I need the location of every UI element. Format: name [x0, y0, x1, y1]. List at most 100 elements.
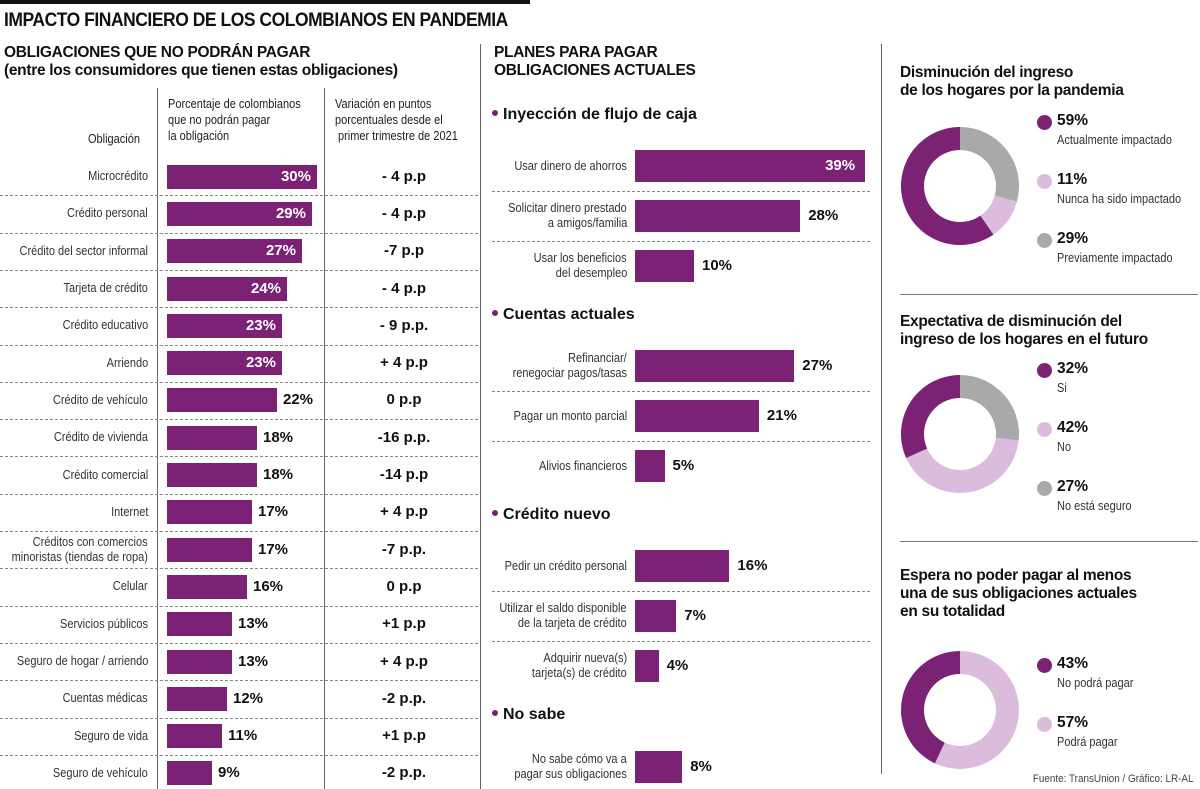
- obligation-label: Crédito personal: [67, 206, 148, 221]
- col-header-variation-3: primer trimestre de 2021: [338, 129, 458, 143]
- donut-title: Disminución del ingreso: [900, 64, 1074, 81]
- plan-bar: [635, 600, 677, 632]
- plan-value-label: 7%: [684, 607, 706, 624]
- donut-slice: [901, 375, 960, 459]
- donut-slice: [901, 127, 994, 245]
- divider-donut-1: [900, 294, 1198, 295]
- row-divider: [0, 456, 478, 458]
- obligation-value-label: 18%: [263, 466, 294, 484]
- obligation-value-label: 18%: [263, 428, 294, 446]
- row-divider: [0, 195, 478, 197]
- obligation-bar: [167, 500, 252, 525]
- row-divider: [0, 605, 478, 607]
- variation-value: +1 p.p: [382, 727, 426, 745]
- col-header-obligation: Obligación: [88, 132, 140, 146]
- legend-label: Actualmente impactado: [1057, 133, 1172, 147]
- legend-percent: 29%: [1057, 230, 1089, 247]
- legend-percent: 11%: [1057, 171, 1088, 188]
- plan-bar: [635, 350, 795, 382]
- obligation-label: Crédito comercial: [62, 467, 148, 482]
- plan-bar: [635, 200, 801, 232]
- col-header-percent-1: Porcentaje de colombianos: [168, 97, 301, 111]
- obligation-value-label: 13%: [238, 652, 269, 670]
- bullet-dot-icon: [492, 309, 498, 316]
- col-header-variation-2: porcentuales desde el: [335, 113, 443, 127]
- variation-value: -14 p.p: [379, 466, 429, 484]
- legend-swatch-icon: [1037, 717, 1052, 732]
- donut-title: en su totalidad: [900, 603, 1005, 620]
- legend-percent: 59%: [1057, 112, 1089, 129]
- variation-value: - 4 p.p: [381, 279, 427, 297]
- obligation-label: Servicios públicos: [59, 616, 148, 631]
- obligation-label: Microcrédito: [88, 169, 148, 184]
- row-divider: [0, 680, 478, 682]
- row-divider: [492, 641, 870, 642]
- obligation-bar: [167, 313, 282, 338]
- row-divider: [0, 381, 478, 383]
- plan-value-label: 8%: [690, 758, 712, 775]
- obligation-value-label: 17%: [258, 503, 289, 521]
- obligation-label: Celular: [113, 579, 148, 594]
- plan-label: Refinanciar/: [568, 351, 627, 365]
- legend-percent: 27%: [1057, 478, 1089, 495]
- plan-bar: [635, 150, 866, 182]
- plan-value-label: 21%: [766, 407, 797, 424]
- divider-obligation: [157, 88, 158, 789]
- obligation-bar: [167, 425, 257, 450]
- legend-percent: 32%: [1057, 360, 1089, 377]
- legend-swatch-icon: [1037, 115, 1052, 130]
- donut-title: Expectativa de disminución del: [900, 313, 1122, 330]
- donut-title: Espera no poder pagar al menos: [900, 567, 1132, 584]
- plan-label: a amigos/familia: [547, 216, 627, 230]
- legend-swatch-icon: [1037, 363, 1052, 378]
- obligation-label: Cuentas médicas: [63, 691, 148, 706]
- row-divider: [0, 307, 478, 309]
- row-divider: [0, 568, 478, 570]
- divider-percent: [324, 88, 325, 789]
- donut-chart: [901, 375, 1019, 493]
- obligation-label: Tarjeta de crédito: [63, 281, 148, 296]
- legend-swatch-icon: [1037, 658, 1052, 673]
- row-divider: [0, 232, 478, 234]
- legend-percent: 43%: [1057, 655, 1089, 672]
- donut-slice: [980, 195, 1017, 235]
- plan-label: Solicitar dinero prestado: [508, 201, 627, 215]
- legend-swatch-icon: [1037, 233, 1052, 248]
- obligation-bar: [167, 761, 212, 786]
- donut-title: ingreso de los hogares en el futuro: [900, 331, 1148, 348]
- plan-value-label: 16%: [737, 557, 768, 574]
- legend-label: Podrá pagar: [1057, 735, 1118, 749]
- plan-value-label: 10%: [702, 257, 733, 274]
- obligation-bar: [167, 164, 317, 189]
- obligation-bar: [167, 649, 232, 674]
- obligation-value-label: 13%: [238, 615, 269, 633]
- plan-category-label: Crédito nuevo: [503, 506, 611, 523]
- plan-category-heading: Inyección de flujo de caja: [492, 106, 697, 124]
- row-divider: [0, 269, 478, 271]
- obligation-value-label: 17%: [258, 540, 289, 558]
- obligation-bar: [167, 201, 312, 226]
- legend-swatch-icon: [1037, 422, 1052, 437]
- main-title: IMPACTO FINANCIERO DE LOS COLOMBIANOS EN…: [4, 10, 508, 31]
- bullet-dot-icon: [492, 109, 498, 116]
- plan-bar: [635, 550, 730, 582]
- obligation-value-label: 27%: [265, 242, 296, 260]
- plan-value-label: 4%: [666, 657, 689, 674]
- legend-percent: 57%: [1057, 714, 1089, 731]
- obligations-title: OBLIGACIONES QUE NO PODRÁN PAGAR: [4, 44, 311, 61]
- variation-value: -16 p.p.: [377, 428, 431, 446]
- bullet-dot-icon: [492, 509, 498, 516]
- legend-swatch-icon: [1037, 481, 1052, 496]
- legend-label: No podrá pagar: [1057, 676, 1134, 690]
- donut-title: una de sus obligaciones actuales: [900, 585, 1137, 602]
- donut-slice: [906, 437, 1019, 493]
- donut-slice: [934, 651, 1019, 769]
- plan-label: del desempleo: [555, 266, 627, 280]
- legend-swatch-icon: [1037, 174, 1052, 189]
- plan-label: Pagar un monto parcial: [513, 408, 627, 423]
- col-header-percent-3: la obligación: [168, 129, 230, 143]
- variation-value: -7 p.p.: [381, 540, 427, 558]
- plan-category-heading: Crédito nuevo: [492, 506, 611, 524]
- obligation-label: Créditos con comercios: [33, 534, 148, 549]
- bullet-dot-icon: [492, 709, 498, 716]
